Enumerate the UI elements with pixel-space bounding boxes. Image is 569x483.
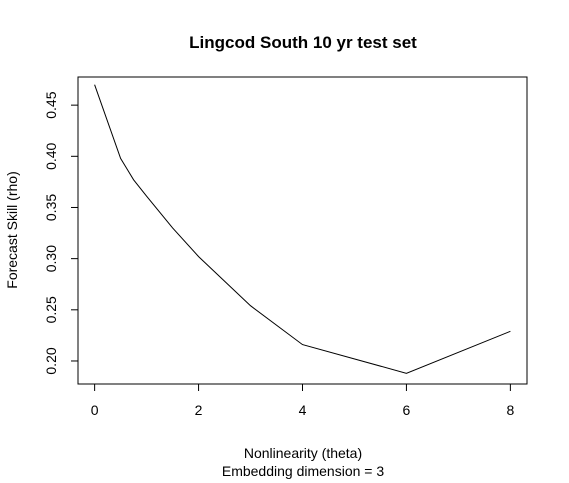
x-axis-label: Nonlinearity (theta): [244, 445, 362, 461]
series-group: [94, 84, 511, 374]
y-tick-label: 0.30: [43, 245, 59, 272]
series-line: [94, 84, 511, 374]
chart-title: Lingcod South 10 yr test set: [189, 33, 417, 52]
x-tick-label: 8: [506, 402, 514, 418]
x-tick-label: 6: [403, 402, 411, 418]
y-tick-label: 0.40: [43, 142, 59, 169]
plot-frame: [77, 76, 528, 385]
x-axis-sublabel: Embedding dimension = 3: [222, 463, 384, 479]
y-tick-label: 0.20: [43, 347, 59, 374]
y-tick-label: 0.25: [43, 296, 59, 323]
x-axis: 0 2 4 6 8: [91, 383, 514, 418]
x-tick-label: 4: [299, 402, 307, 418]
y-axis: 0.20 0.25 0.30 0.35 0.40 0.45: [43, 91, 79, 375]
y-axis-label: Forecast Skill (rho): [4, 171, 20, 288]
y-tick-label: 0.35: [43, 194, 59, 221]
x-tick-label: 2: [195, 402, 203, 418]
y-tick-label: 0.45: [43, 91, 59, 118]
x-tick-label: 0: [91, 402, 99, 418]
